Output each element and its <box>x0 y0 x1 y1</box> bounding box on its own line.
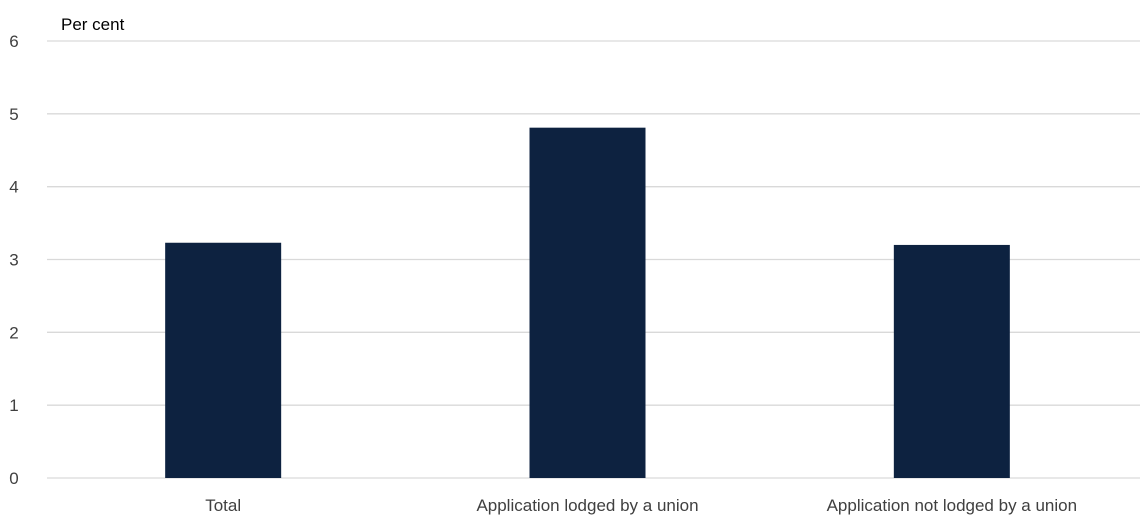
y-tick-label: 0 <box>9 469 18 488</box>
y-tick-label: 1 <box>9 396 18 415</box>
y-tick-label: 2 <box>9 323 18 342</box>
y-tick-labels: 0 1 2 3 4 5 6 <box>9 32 18 488</box>
bars <box>165 127 1010 479</box>
y-tick-label: 4 <box>9 178 18 197</box>
category-label: Application not lodged by a union <box>827 496 1077 515</box>
y-tick-label: 5 <box>9 105 18 124</box>
bar-2 <box>893 244 1010 478</box>
y-tick-label: 6 <box>9 32 18 51</box>
y-tick-label: 3 <box>9 251 18 270</box>
y-axis-label: Per cent <box>61 15 125 34</box>
category-label: Total <box>205 496 241 515</box>
bar-1 <box>529 127 646 479</box>
bar-0 <box>165 242 282 478</box>
category-label: Application lodged by a union <box>476 496 698 515</box>
category-labels: Total Application lodged by a union Applic… <box>205 496 1077 515</box>
